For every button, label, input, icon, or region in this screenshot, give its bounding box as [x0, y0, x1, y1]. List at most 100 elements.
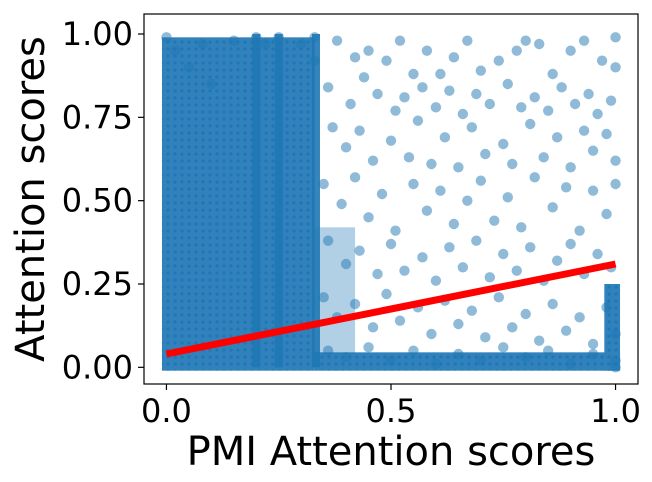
scatter-point — [475, 175, 487, 186]
scatter-point — [349, 172, 361, 183]
dense-region-low-x — [161, 37, 315, 371]
scatter-point — [520, 308, 531, 320]
scatter-point — [556, 82, 567, 93]
scatter-point — [534, 335, 545, 346]
scatter-point — [453, 348, 464, 360]
scatter-point — [520, 352, 531, 363]
plot-area — [161, 32, 621, 373]
scatter-point — [385, 355, 397, 366]
scatter-point — [412, 115, 424, 126]
scatter-point — [587, 348, 599, 360]
scatter-point — [493, 55, 504, 66]
scatter-point — [601, 208, 612, 220]
scatter-point — [444, 242, 455, 253]
y-tick-label: 0.00 — [62, 348, 133, 386]
scatter-point — [610, 32, 621, 43]
scatter-point — [498, 138, 509, 150]
scatter-point — [565, 238, 576, 250]
scatter-point — [578, 125, 590, 136]
scatter-point — [273, 32, 284, 43]
y-tick-label: 0.25 — [62, 265, 133, 303]
scatter-point — [471, 88, 482, 100]
scatter-point — [430, 358, 442, 370]
scatter-point — [538, 152, 549, 163]
scatter-point — [596, 55, 608, 66]
scatter-point — [565, 45, 576, 56]
scatter-point — [228, 35, 240, 46]
scatter-point — [471, 235, 482, 246]
scatter-point — [430, 102, 442, 113]
scatter-point — [183, 62, 195, 73]
scatter-point — [421, 45, 433, 56]
scatter-point — [372, 268, 383, 280]
x-tick-label: 0.0 — [141, 392, 192, 430]
scatter-point — [547, 202, 558, 213]
scatter-point — [457, 262, 469, 273]
scatter-point — [484, 272, 495, 283]
scatter-point — [475, 355, 487, 366]
scatter-point — [367, 322, 379, 333]
scatter-point — [426, 328, 437, 340]
scatter-point — [578, 35, 590, 46]
y-axis-ticks: 0.00 0.25 0.50 0.75 1.00 — [62, 15, 144, 386]
scatter-point — [480, 148, 491, 160]
scatter-point — [516, 222, 527, 233]
scatter-point — [385, 238, 397, 250]
scatter-point — [534, 38, 545, 50]
scatter-point — [457, 108, 469, 120]
scatter-point — [390, 105, 401, 116]
x-tick-label: 1.0 — [590, 392, 641, 430]
regression-line — [165, 260, 617, 358]
scatter-point — [399, 92, 410, 103]
scatter-point — [466, 122, 478, 133]
scatter-point — [417, 82, 428, 93]
scatter-point — [408, 68, 419, 80]
scatter-point — [610, 155, 621, 166]
scatter-point — [340, 352, 352, 363]
scatter-point — [354, 245, 365, 256]
scatter-point — [390, 225, 401, 236]
scatter-point — [363, 212, 374, 223]
scatter-point — [426, 158, 437, 170]
scatter-point — [583, 88, 594, 100]
scatter-point — [551, 132, 563, 143]
scatter-point — [354, 125, 365, 136]
scatter-point — [592, 108, 603, 120]
scatter-point — [453, 318, 464, 330]
x-axis-ticks: 0.0 0.5 1.0 — [141, 384, 641, 430]
scatter-point — [408, 178, 419, 190]
scatter-point — [385, 135, 397, 146]
scatter-point — [529, 172, 540, 183]
scatter-point — [363, 45, 374, 56]
scatter-point — [448, 52, 460, 63]
dense-region-fade — [314, 227, 356, 354]
y-tick-label: 1.00 — [62, 15, 133, 53]
scatter-point — [381, 55, 392, 66]
scatter-point — [547, 68, 558, 80]
scatter-point — [587, 338, 599, 350]
scatter-point — [560, 182, 572, 193]
scatter-point — [322, 345, 334, 356]
scatter-point — [421, 205, 433, 216]
scatter-point — [466, 305, 478, 316]
scatter-point — [399, 265, 410, 276]
scatter-point — [251, 32, 262, 43]
scatter-point — [197, 38, 208, 50]
scatter-point — [507, 322, 518, 333]
scatter-point — [475, 65, 487, 76]
scatter-point — [502, 192, 513, 203]
scatter-point — [601, 302, 612, 313]
scatter-point — [569, 98, 581, 110]
scatter-point — [367, 155, 379, 166]
scatter-point — [587, 145, 599, 156]
scatter-point — [340, 258, 352, 270]
scatter-point — [453, 162, 464, 173]
x-axis-label: PMI Attention scores — [187, 429, 596, 475]
dense-streak-2 — [274, 34, 283, 368]
scatter-point — [511, 45, 522, 56]
scatter-point — [610, 178, 621, 190]
y-axis-label: Attention scores — [8, 36, 54, 362]
scatter-point — [345, 98, 356, 110]
scatter-point — [161, 32, 172, 43]
scatter-point — [542, 105, 554, 116]
